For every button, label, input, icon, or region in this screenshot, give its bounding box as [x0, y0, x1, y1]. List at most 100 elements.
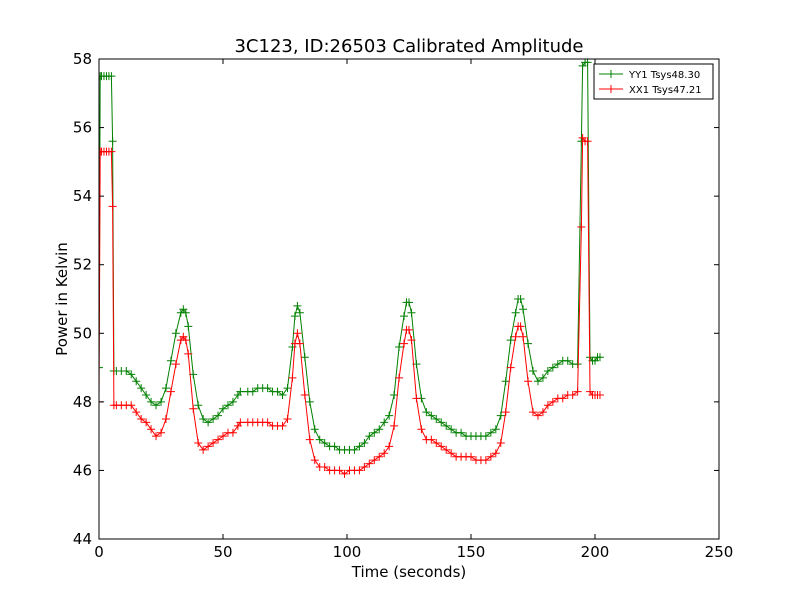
- series-line: [99, 136, 600, 475]
- data-point-marker: [447, 425, 456, 434]
- series-0: [99, 59, 604, 454]
- data-point-marker: [467, 452, 475, 461]
- data-point-marker: [437, 442, 446, 451]
- data-point-marker: [152, 432, 161, 441]
- data-point-marker: [432, 415, 441, 423]
- data-point-marker: [152, 401, 161, 410]
- data-point-marker: [481, 456, 490, 465]
- data-point-marker: [305, 397, 314, 406]
- data-point-marker: [300, 353, 309, 362]
- data-point-marker: [171, 360, 180, 369]
- data-point-marker: [219, 432, 227, 441]
- y-tick-label: 58: [73, 50, 92, 68]
- data-point-marker: [583, 59, 592, 67]
- data-point-marker: [204, 442, 213, 451]
- data-point-marker: [577, 223, 586, 231]
- data-point-marker: [548, 397, 557, 406]
- data-point-marker: [310, 456, 319, 465]
- data-point-marker: [375, 452, 384, 461]
- y-tick-label: 52: [73, 256, 92, 274]
- data-point-marker: [583, 137, 592, 146]
- data-point-marker: [273, 387, 282, 396]
- data-point-marker: [427, 435, 436, 444]
- data-point-marker: [236, 418, 245, 427]
- data-point-marker: [263, 384, 272, 393]
- data-point-marker: [315, 435, 324, 444]
- series-1: [99, 133, 604, 478]
- legend-marker: [607, 70, 615, 78]
- y-tick-label: 54: [73, 187, 92, 205]
- legend-box: [593, 63, 714, 100]
- data-point-marker: [99, 363, 103, 372]
- data-point-marker: [295, 339, 304, 348]
- data-point-marker: [295, 308, 304, 317]
- data-point-marker: [548, 363, 557, 372]
- data-point-marker: [209, 415, 218, 423]
- data-point-marker: [161, 384, 170, 393]
- data-point-marker: [199, 445, 208, 454]
- data-point-marker: [199, 415, 208, 423]
- data-point-marker: [161, 415, 170, 423]
- data-point-marker: [330, 442, 339, 451]
- data-point-marker: [432, 439, 441, 447]
- data-point-marker: [543, 367, 552, 375]
- data-point-marker: [236, 387, 245, 396]
- data-point-marker: [107, 72, 116, 81]
- data-point-marker: [447, 449, 456, 458]
- data-point-marker: [157, 397, 165, 406]
- data-point-marker: [553, 360, 562, 369]
- x-tick-label: 100: [333, 543, 362, 561]
- data-point-marker: [228, 428, 237, 437]
- data-point-marker: [288, 373, 297, 382]
- data-point-marker: [355, 442, 364, 451]
- data-point-marker: [390, 421, 399, 430]
- data-point-marker: [194, 439, 203, 447]
- data-point-marker: [263, 418, 272, 427]
- data-point-marker: [228, 397, 237, 406]
- data-point-marker: [529, 367, 537, 375]
- data-point-marker: [529, 408, 537, 417]
- data-point-marker: [335, 466, 344, 475]
- data-point-marker: [290, 312, 299, 321]
- data-point-marker: [132, 408, 141, 417]
- data-point-marker: [491, 449, 500, 458]
- data-point-marker: [283, 384, 292, 393]
- ticks-layer: 0 50 100 150 200 250 44 46 48 50 52 54 56 58: [73, 50, 733, 561]
- data-point-marker: [320, 463, 329, 471]
- data-point-marker: [437, 418, 446, 427]
- data-point-marker: [370, 456, 379, 465]
- data-point-marker: [395, 343, 404, 351]
- data-point-marker: [137, 384, 146, 393]
- data-point-marker: [204, 418, 213, 427]
- data-point-marker: [524, 339, 533, 348]
- data-point-marker: [365, 459, 374, 468]
- data-point-marker: [184, 349, 193, 358]
- data-point-marker: [558, 394, 567, 403]
- data-point-marker: [293, 329, 302, 338]
- data-point-marker: [533, 377, 542, 386]
- data-point-marker: [486, 452, 495, 461]
- data-point-marker: [442, 445, 451, 454]
- data-point-marker: [137, 415, 146, 423]
- data-point-marker: [370, 428, 379, 437]
- data-point-marker: [417, 425, 426, 434]
- data-point-marker: [283, 415, 292, 423]
- data-point-marker: [380, 418, 389, 427]
- legend-label: YY1 Tsys48.30: [628, 70, 700, 81]
- chart-title: 3C123, ID:26503 Calibrated Amplitude: [234, 36, 583, 57]
- data-point-marker: [107, 147, 116, 156]
- data-point-marker: [122, 367, 131, 375]
- axes-frame: [98, 58, 720, 540]
- data-point-marker: [501, 408, 510, 417]
- data-point-marker: [278, 391, 287, 399]
- x-tick-label: 250: [705, 543, 734, 561]
- y-tick-label: 56: [73, 119, 92, 137]
- data-point-marker: [157, 428, 165, 437]
- legend-label: XX1 Tsys47.21: [629, 85, 702, 96]
- data-point-marker: [524, 377, 533, 386]
- data-point-marker: [365, 432, 374, 441]
- data-point-marker: [147, 425, 156, 434]
- y-tick-label: 48: [73, 393, 92, 411]
- data-point-marker: [350, 445, 359, 454]
